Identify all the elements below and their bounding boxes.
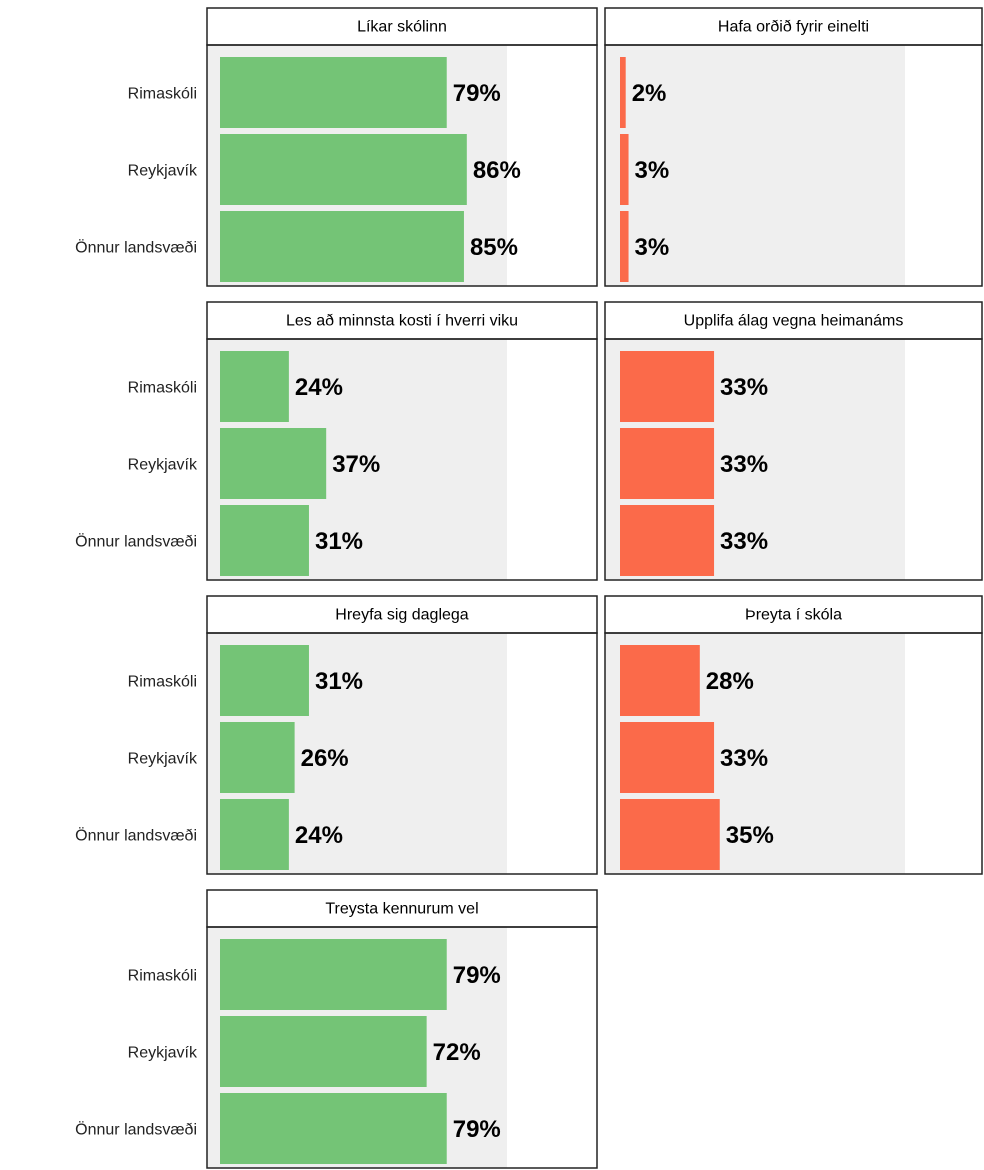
value-label: 33% [720, 451, 768, 478]
value-label: 31% [315, 528, 363, 555]
panel-title: Líkar skólinn [357, 19, 447, 36]
category-label: Rimaskóli [128, 380, 197, 397]
bar [220, 799, 289, 870]
category-label: Reykjavík [128, 457, 198, 474]
category-label: Reykjavík [128, 163, 198, 180]
panel-frame [604, 632, 983, 875]
panel-title: Les að minnsta kosti í hverri viku [286, 313, 518, 330]
panel: Líkar skólinn 79% Rimaskóli 86% Reykjavík 85%… [75, 7, 598, 287]
value-label: 24% [295, 822, 343, 849]
bar [620, 799, 720, 870]
value-label: 79% [453, 962, 501, 989]
value-label: 79% [453, 1116, 501, 1143]
category-label: Önnur landsvæði [75, 239, 197, 257]
category-label: Reykjavík [128, 1045, 198, 1062]
value-label: 24% [295, 374, 343, 401]
panel: Upplifa álag vegna heimanáms 33% 33% 33% [604, 301, 983, 581]
category-label: Reykjavík [128, 751, 198, 768]
value-label: 86% [473, 157, 521, 184]
category-label: Rimaskóli [128, 968, 197, 985]
panel-header [604, 7, 983, 46]
value-label: 26% [301, 745, 349, 772]
value-label: 3% [635, 234, 670, 261]
panel-title: Hafa orðið fyrir einelti [718, 19, 869, 36]
bar [620, 645, 700, 716]
panel: Þreyta í skóla 28% 33% 35% [604, 595, 983, 875]
bar [220, 428, 327, 499]
panel-title: Þreyta í skóla [745, 607, 842, 624]
value-label: 72% [433, 1039, 481, 1066]
value-label: 79% [453, 80, 501, 107]
value-label: 33% [720, 528, 768, 555]
panel-header [206, 889, 598, 928]
panel-frame [206, 338, 598, 581]
category-label: Önnur landsvæði [75, 533, 197, 551]
bar [220, 351, 289, 422]
bar [620, 505, 715, 576]
bar [220, 134, 467, 205]
panel-frame [604, 338, 983, 581]
value-label: 31% [315, 668, 363, 695]
bar [220, 57, 447, 128]
value-label: 28% [706, 668, 754, 695]
panel: Treysta kennurum vel 79% Rimaskóli 72% Reykj… [75, 889, 598, 1169]
value-label: 33% [720, 374, 768, 401]
bar [220, 1016, 427, 1087]
bar [620, 57, 626, 128]
bar [620, 351, 715, 422]
value-label: 3% [635, 157, 670, 184]
category-label: Önnur landsvæði [75, 1121, 197, 1139]
category-label: Rimaskóli [128, 674, 197, 691]
bar [220, 939, 447, 1010]
panel-title: Upplifa álag vegna heimanáms [684, 313, 904, 330]
panel-title: Hreyfa sig daglega [335, 607, 469, 624]
value-label: 35% [726, 822, 774, 849]
panel-header [206, 7, 598, 46]
panel: Hreyfa sig daglega 31% Rimaskóli 26% Reykjav… [75, 595, 598, 875]
category-label: Rimaskóli [128, 86, 197, 103]
panel: Hafa orðið fyrir einelti 2% 3% 3% [604, 7, 983, 287]
bar [220, 505, 309, 576]
bar [220, 211, 464, 282]
bar [620, 211, 629, 282]
bar [220, 645, 309, 716]
value-label: 33% [720, 745, 768, 772]
value-label: 2% [632, 80, 667, 107]
panel-frame [206, 44, 598, 287]
bar [220, 1093, 447, 1164]
panel-header [206, 595, 598, 634]
category-label: Önnur landsvæði [75, 827, 197, 845]
value-label: 37% [332, 451, 380, 478]
panel-frame [206, 926, 598, 1169]
panel-background [605, 45, 905, 286]
panel: Les að minnsta kosti í hverri viku 24% Rim… [75, 301, 598, 581]
bar [220, 722, 295, 793]
panel-title: Treysta kennurum vel [325, 901, 478, 918]
bar [620, 428, 715, 499]
panel-header [604, 301, 983, 340]
value-label: 85% [470, 234, 518, 261]
bar [620, 722, 715, 793]
panel-frame [604, 44, 983, 287]
panel-frame [206, 632, 598, 875]
bar [620, 134, 629, 205]
